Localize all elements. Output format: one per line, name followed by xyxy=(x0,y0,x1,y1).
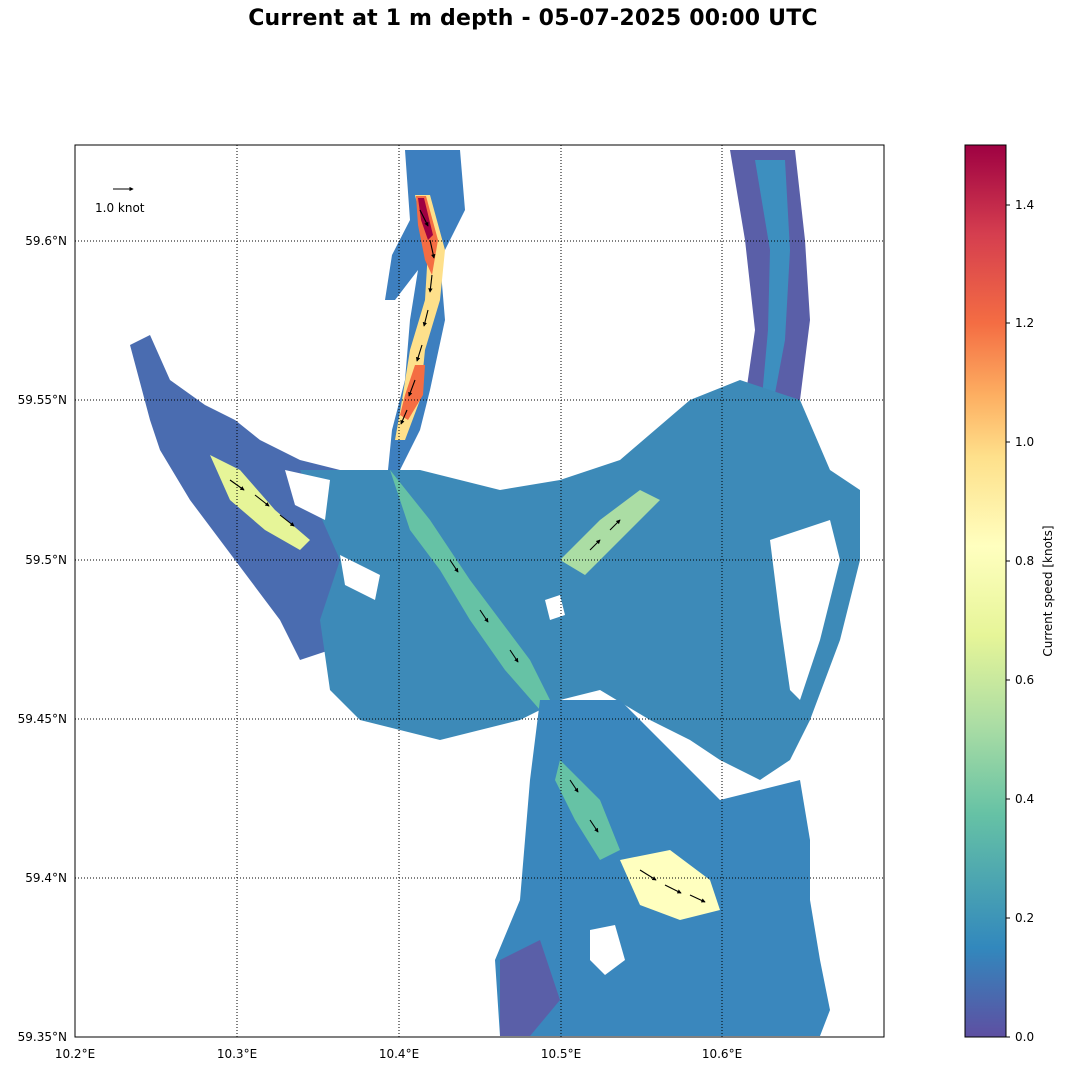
map-area xyxy=(75,145,884,1037)
lat-tick-label: 59.4°N xyxy=(25,871,67,885)
colorbar-tick-label: 1.4 xyxy=(1015,198,1034,212)
lat-tick-label: 59.35°N xyxy=(18,1030,67,1044)
water-mid-channel-core xyxy=(400,365,425,420)
island-4 xyxy=(285,470,330,520)
lon-tick-label: 10.5°E xyxy=(541,1047,581,1061)
water-south-left xyxy=(500,940,560,1036)
water-regions xyxy=(130,150,860,1036)
water-central-basin xyxy=(300,380,860,780)
reference-arrow-label: 1.0 knot xyxy=(95,201,145,215)
island-1 xyxy=(590,925,625,975)
water-south-fast xyxy=(620,850,720,920)
map-frame xyxy=(74,144,885,1038)
water-central-basin-streak2 xyxy=(560,490,660,575)
colorbar-label: Current speed [knots] xyxy=(1041,525,1055,656)
water-north-channel-peak xyxy=(418,198,433,240)
lat-tick-label: 59.45°N xyxy=(18,712,67,726)
island-5 xyxy=(340,555,380,600)
lon-tick-labels: 10.2°E 10.3°E 10.4°E 10.5°E 10.6°E xyxy=(55,1047,742,1061)
water-south-streak xyxy=(555,760,620,860)
lon-tick-label: 10.3°E xyxy=(217,1047,257,1061)
colorbar-tick-label: 0.4 xyxy=(1015,792,1034,806)
colorbar-tick-label: 1.2 xyxy=(1015,316,1034,330)
lat-tick-label: 59.5°N xyxy=(25,553,67,567)
colorbar-ticks xyxy=(1006,204,1010,1038)
colorbar-tick-label: 1.0 xyxy=(1015,435,1034,449)
lon-tick-label: 10.6°E xyxy=(702,1047,742,1061)
colorbar-tick-label: 0.6 xyxy=(1015,673,1034,687)
colorbar-tick-labels: 0.0 0.2 0.4 0.6 0.8 1.0 1.2 1.4 xyxy=(1015,198,1034,1044)
lat-tick-labels: 59.6°N 59.55°N 59.5°N 59.45°N 59.4°N 59.… xyxy=(18,234,67,1044)
current-vectors xyxy=(229,209,706,903)
lon-tick-label: 10.4°E xyxy=(379,1047,419,1061)
water-west-arm-fast xyxy=(210,455,310,550)
colorbar: 0.0 0.2 0.4 0.6 0.8 1.0 1.2 1.4 Current … xyxy=(964,144,1055,1044)
water-northeast-arm-inner xyxy=(755,160,790,420)
lat-tick-label: 59.55°N xyxy=(18,393,67,407)
colorbar-gradient xyxy=(964,144,1007,1038)
lat-tick-label: 59.6°N xyxy=(25,234,67,248)
island-2 xyxy=(545,595,565,620)
island-3 xyxy=(770,520,840,700)
chart-title: Current at 1 m depth - 05-07-2025 00:00 … xyxy=(248,6,818,31)
colorbar-tick-label: 0.2 xyxy=(1015,911,1034,925)
colorbar-tick-label: 0.0 xyxy=(1015,1030,1034,1044)
lon-tick-label: 10.2°E xyxy=(55,1047,95,1061)
colorbar-tick-label: 0.8 xyxy=(1015,554,1034,568)
